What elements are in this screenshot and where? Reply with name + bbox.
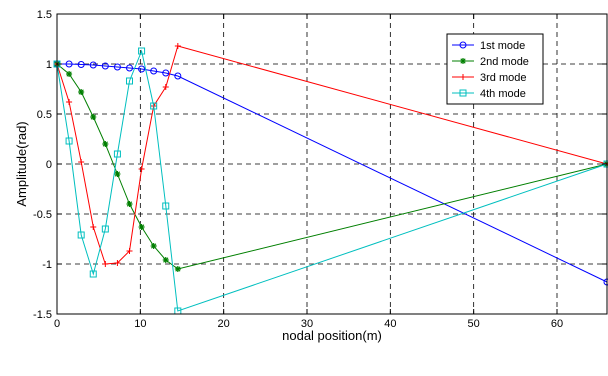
- series-layer: [53, 43, 608, 315]
- y-tick-label: -1.5: [33, 309, 52, 321]
- y-axis-label: Amplitude(rad): [14, 121, 29, 206]
- data-point: [66, 71, 73, 77]
- series-line: [56, 49, 608, 312]
- data-point: [138, 47, 146, 55]
- data-point: [126, 201, 133, 207]
- legend-marker: [459, 89, 467, 97]
- x-tick-label: 30: [301, 318, 313, 330]
- legend: 1st mode 2nd mode 3rd mode 4th mode: [446, 33, 544, 105]
- y-tick-label: 0.5: [37, 109, 52, 121]
- data-point: [138, 224, 145, 230]
- data-point: [101, 225, 109, 233]
- legend-label: 3rd mode: [480, 72, 526, 84]
- series-line: [56, 45, 608, 265]
- data-point: [102, 141, 109, 147]
- y-tick-label: 1.5: [37, 9, 52, 21]
- data-point: [113, 150, 121, 158]
- legend-label: 4th mode: [480, 88, 526, 100]
- data-point: [150, 102, 158, 110]
- y-tick-label: 0: [46, 159, 52, 171]
- data-point: [138, 166, 145, 172]
- legend-label: 1st mode: [480, 40, 525, 52]
- x-tick-label: 40: [384, 318, 396, 330]
- data-point: [89, 270, 97, 278]
- y-tick-label: -0.5: [33, 209, 52, 221]
- data-point: [126, 77, 133, 85]
- legend-marker: [460, 58, 466, 64]
- data-point: [65, 137, 73, 145]
- legend-entry: 1st mode: [452, 40, 525, 52]
- data-point: [114, 171, 121, 177]
- data-point: [78, 89, 85, 95]
- series-line: [57, 63, 608, 283]
- data-point: [150, 67, 158, 75]
- data-point: [138, 65, 146, 73]
- data-point: [77, 61, 85, 68]
- legend-marker: [459, 41, 467, 49]
- x-tick-label: 20: [218, 318, 230, 330]
- legend-entry: 4th mode: [452, 88, 526, 100]
- data-point: [101, 62, 109, 70]
- axis-ticks: 0 10 20 30 40 50 60 -1.5 -1 -0.5 0 0.5 1 1.5: [33, 9, 607, 330]
- legend-entry: 3rd mode: [452, 72, 526, 84]
- data-point: [78, 159, 85, 165]
- x-tick-label: 50: [468, 318, 480, 330]
- x-tick-label: 0: [54, 318, 60, 330]
- data-point: [162, 84, 169, 90]
- legend-marker: [460, 74, 466, 80]
- x-tick-label: 10: [134, 318, 146, 330]
- data-point: [126, 64, 133, 72]
- data-point: [162, 69, 170, 77]
- legend-entry: 2nd mode: [452, 56, 529, 68]
- data-point: [77, 231, 85, 239]
- x-tick-label: 60: [551, 318, 563, 330]
- y-tick-label: 1: [46, 59, 52, 71]
- data-point: [162, 257, 169, 263]
- x-axis-label: nodal position(m): [282, 328, 382, 343]
- data-point: [174, 266, 181, 272]
- data-point: [162, 202, 170, 210]
- data-point: [102, 261, 109, 267]
- data-point: [174, 72, 182, 80]
- data-point: [90, 114, 97, 120]
- data-point: [174, 43, 181, 49]
- data-point: [65, 60, 73, 68]
- data-point: [66, 99, 73, 105]
- y-tick-label: -1: [42, 259, 52, 271]
- data-point: [89, 61, 97, 69]
- data-point: [126, 248, 133, 254]
- data-point: [150, 243, 157, 249]
- data-point: [113, 63, 121, 71]
- data-point: [114, 260, 121, 266]
- data-point: [90, 224, 97, 230]
- legend-label: 2nd mode: [480, 56, 529, 68]
- legend-box: [446, 33, 544, 105]
